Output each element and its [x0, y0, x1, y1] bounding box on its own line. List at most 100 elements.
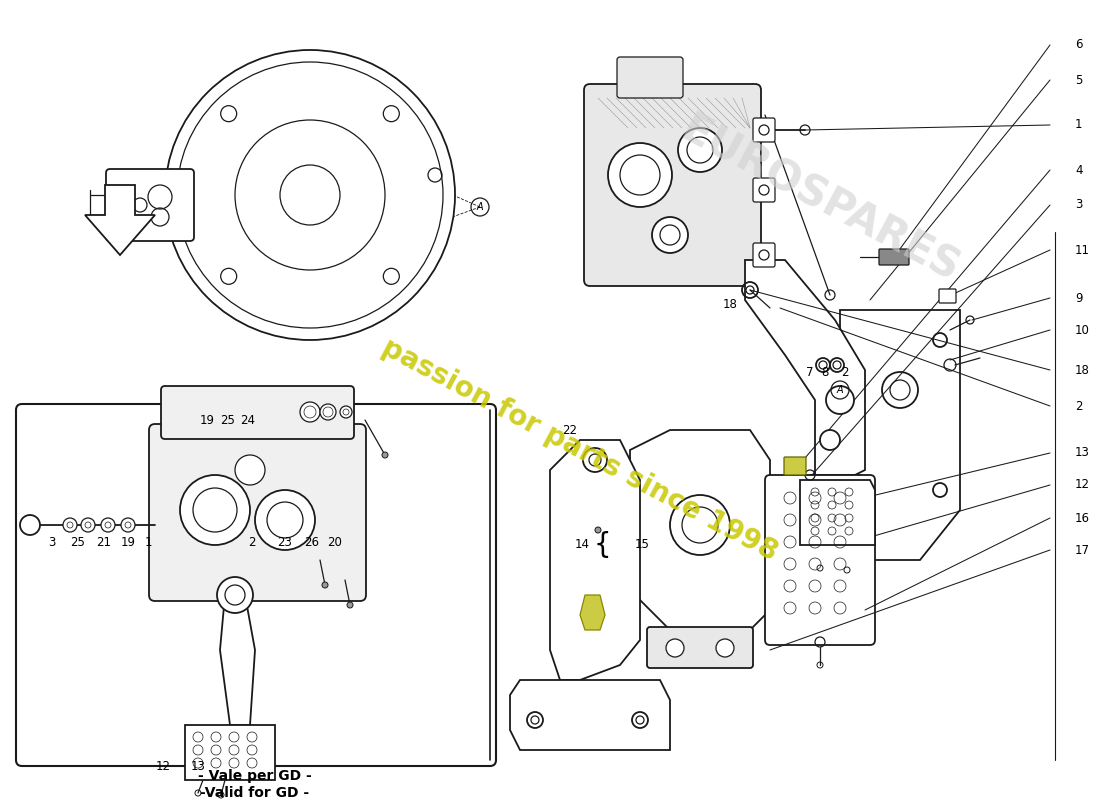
FancyBboxPatch shape: [647, 627, 754, 668]
Text: 19: 19: [199, 414, 214, 426]
Circle shape: [85, 522, 91, 528]
Polygon shape: [510, 680, 670, 750]
Text: 24: 24: [241, 414, 255, 426]
Text: 25: 25: [70, 535, 86, 549]
Text: 22: 22: [562, 423, 578, 437]
Text: 1: 1: [144, 535, 152, 549]
Text: A: A: [476, 202, 483, 212]
Circle shape: [101, 518, 116, 532]
Circle shape: [165, 50, 455, 340]
Text: 17: 17: [1075, 543, 1090, 557]
Text: -Valid for GD -: -Valid for GD -: [200, 786, 309, 800]
Polygon shape: [580, 595, 605, 630]
Text: 16: 16: [1075, 511, 1090, 525]
Circle shape: [652, 217, 688, 253]
Circle shape: [20, 515, 40, 535]
Circle shape: [104, 522, 111, 528]
FancyBboxPatch shape: [754, 178, 776, 202]
Circle shape: [583, 448, 607, 472]
Text: 1: 1: [1075, 118, 1082, 131]
Polygon shape: [840, 310, 960, 560]
Polygon shape: [185, 725, 275, 780]
Circle shape: [682, 507, 718, 543]
Circle shape: [267, 502, 303, 538]
Circle shape: [192, 488, 236, 532]
Text: 18: 18: [723, 298, 737, 311]
Circle shape: [217, 577, 253, 613]
Circle shape: [323, 407, 333, 417]
Circle shape: [660, 225, 680, 245]
Text: 14: 14: [574, 538, 590, 551]
Text: 7: 7: [806, 366, 814, 378]
Circle shape: [221, 106, 236, 122]
FancyBboxPatch shape: [879, 249, 909, 265]
Circle shape: [255, 490, 315, 550]
FancyBboxPatch shape: [754, 118, 776, 142]
FancyBboxPatch shape: [784, 457, 806, 475]
Text: 2: 2: [249, 535, 255, 549]
Text: 13: 13: [1075, 446, 1090, 459]
FancyBboxPatch shape: [161, 386, 354, 439]
FancyBboxPatch shape: [754, 243, 776, 267]
Text: 10: 10: [1075, 323, 1090, 337]
Text: 18: 18: [1075, 363, 1090, 377]
Polygon shape: [630, 430, 770, 630]
Circle shape: [346, 602, 353, 608]
Circle shape: [304, 406, 316, 418]
Text: 6: 6: [1075, 38, 1082, 51]
Text: 12: 12: [155, 759, 170, 773]
Text: - Vale per GD -: - Vale per GD -: [198, 769, 312, 783]
Polygon shape: [800, 480, 874, 545]
Text: 25: 25: [221, 414, 235, 426]
Circle shape: [235, 120, 385, 270]
Circle shape: [121, 518, 135, 532]
FancyBboxPatch shape: [148, 424, 366, 601]
Circle shape: [340, 406, 352, 418]
FancyBboxPatch shape: [939, 289, 956, 303]
Polygon shape: [745, 260, 865, 480]
FancyBboxPatch shape: [584, 84, 761, 286]
Circle shape: [235, 455, 265, 485]
Text: 2: 2: [842, 366, 849, 378]
Circle shape: [383, 268, 399, 284]
Text: 19: 19: [121, 535, 135, 549]
Circle shape: [670, 495, 730, 555]
Circle shape: [382, 452, 388, 458]
Text: 12: 12: [1075, 478, 1090, 491]
FancyBboxPatch shape: [764, 475, 875, 645]
Text: 5: 5: [1075, 74, 1082, 86]
Text: 3: 3: [48, 535, 56, 549]
FancyBboxPatch shape: [106, 169, 194, 241]
Circle shape: [221, 268, 236, 284]
Text: 4: 4: [1075, 163, 1082, 177]
Circle shape: [666, 639, 684, 657]
Circle shape: [716, 639, 734, 657]
Text: A: A: [837, 385, 844, 395]
Circle shape: [383, 106, 399, 122]
Text: passion for parts since 1998: passion for parts since 1998: [377, 334, 782, 566]
Circle shape: [588, 454, 601, 466]
Circle shape: [125, 522, 131, 528]
Text: 8: 8: [822, 366, 828, 378]
Circle shape: [343, 409, 349, 415]
Circle shape: [678, 128, 722, 172]
Circle shape: [322, 582, 328, 588]
Circle shape: [67, 522, 73, 528]
Text: {: {: [593, 531, 611, 559]
Text: 21: 21: [97, 535, 111, 549]
Circle shape: [826, 386, 854, 414]
Circle shape: [820, 430, 840, 450]
Text: 3: 3: [1075, 198, 1082, 211]
Circle shape: [320, 404, 336, 420]
Polygon shape: [220, 595, 255, 725]
FancyBboxPatch shape: [16, 404, 496, 766]
Text: 23: 23: [277, 535, 293, 549]
Text: 26: 26: [305, 535, 319, 549]
Text: EUROSPARES: EUROSPARES: [673, 109, 967, 291]
Circle shape: [177, 62, 443, 328]
Circle shape: [608, 143, 672, 207]
Text: 2: 2: [1075, 399, 1082, 413]
Circle shape: [595, 527, 601, 533]
Circle shape: [620, 155, 660, 195]
Circle shape: [688, 137, 713, 163]
